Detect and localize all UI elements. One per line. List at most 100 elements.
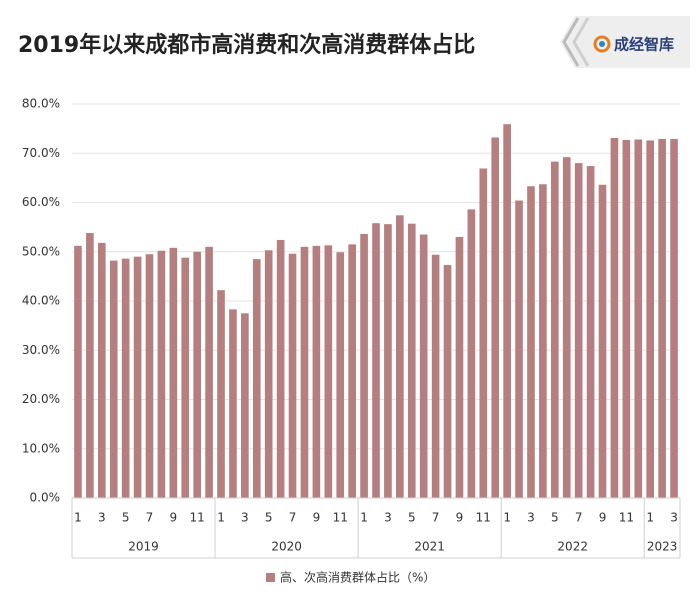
bar (586, 166, 595, 498)
bar (467, 209, 476, 498)
x-tick-label: 5 (265, 511, 273, 525)
bar (300, 246, 309, 498)
x-tick-label: 11 (190, 511, 205, 525)
x-tick-label: 9 (456, 511, 464, 525)
bar (455, 236, 464, 498)
x-tick-label: 9 (313, 511, 321, 525)
x-tick-label: 11 (476, 511, 491, 525)
y-tick-label: 30.0% (22, 343, 60, 357)
bar (348, 244, 356, 498)
bar (515, 200, 523, 498)
bar (121, 258, 130, 498)
bar (74, 245, 82, 498)
bar (288, 253, 297, 498)
x-group-label: 2023 (647, 540, 678, 554)
bar (551, 161, 559, 498)
bar (205, 246, 213, 498)
y-tick-label: 50.0% (22, 244, 60, 258)
bar (384, 224, 392, 499)
bar (539, 184, 547, 498)
chart-title: 2019年以来成都市高消费和次高消费群体占比 (18, 32, 475, 58)
bar (479, 168, 488, 498)
x-tick-label: 7 (289, 511, 297, 525)
bar (324, 245, 333, 498)
x-tick-label: 1 (646, 511, 654, 525)
bar (419, 234, 428, 498)
logo-chevron (572, 17, 590, 67)
x-tick-label: 7 (575, 511, 583, 525)
x-tick-label: 5 (551, 511, 559, 525)
bar (562, 157, 571, 498)
logo-chevron (562, 17, 580, 67)
x-group-label: 2019 (128, 540, 159, 554)
x-tick-label: 3 (98, 511, 106, 525)
bar (97, 242, 106, 498)
bar (312, 245, 321, 498)
bar (598, 184, 607, 498)
bar (276, 239, 285, 498)
bar (658, 138, 666, 498)
x-tick-label: 7 (146, 511, 154, 525)
x-tick-label: 3 (241, 511, 249, 525)
bar (157, 250, 166, 498)
bar (610, 137, 619, 499)
x-tick-label: 3 (384, 511, 392, 525)
y-tick-label: 40.0% (22, 294, 60, 308)
x-tick-label: 3 (670, 511, 678, 525)
x-tick-label: 5 (122, 511, 130, 525)
x-tick-label: 11 (619, 511, 634, 525)
legend-swatch (266, 573, 275, 582)
brand-name: 成经智库 (614, 36, 674, 54)
x-tick-label: 1 (360, 511, 368, 525)
y-tick-label: 10.0% (22, 441, 60, 455)
logo-icon (593, 35, 611, 53)
x-group-label: 2020 (271, 540, 302, 554)
y-tick-label: 80.0% (22, 97, 60, 111)
bar (407, 223, 416, 499)
bar (193, 251, 201, 498)
bar (133, 256, 142, 498)
x-tick-label: 7 (432, 511, 440, 525)
bar (181, 257, 190, 498)
bar (431, 254, 440, 498)
x-tick-label: 11 (333, 511, 348, 525)
y-tick-label: 20.0% (22, 392, 60, 406)
bar (169, 247, 178, 498)
y-tick-label: 0.0% (30, 491, 61, 505)
bar (491, 137, 500, 499)
x-tick-label: 9 (170, 511, 178, 525)
bar (360, 234, 368, 498)
x-group-label: 2022 (557, 540, 588, 554)
bar (646, 140, 655, 498)
legend-label: 高、次高消费群体占比（%） (280, 570, 435, 585)
bar (622, 139, 631, 498)
bar (443, 265, 452, 498)
bar (252, 259, 261, 498)
bar (217, 290, 225, 498)
logo-icon (599, 41, 605, 47)
bar (109, 260, 118, 498)
bar (264, 250, 273, 498)
x-tick-label: 5 (408, 511, 416, 525)
brand-logo: 成经智库 (560, 16, 690, 68)
bar (372, 223, 380, 498)
bar (229, 309, 237, 498)
bar (396, 215, 404, 498)
bar (336, 252, 345, 498)
bar (527, 186, 535, 498)
bar (241, 313, 249, 498)
x-tick-label: 9 (599, 511, 607, 525)
x-tick-label: 1 (503, 511, 511, 525)
bar (86, 233, 94, 498)
x-tick-label: 1 (74, 511, 82, 525)
bar (670, 138, 678, 498)
logo-bg (560, 16, 690, 68)
bar (145, 254, 154, 498)
x-group-label: 2021 (414, 540, 445, 554)
y-tick-label: 60.0% (22, 195, 60, 209)
bar (574, 163, 583, 498)
y-tick-label: 70.0% (22, 146, 60, 160)
x-tick-label: 1 (217, 511, 225, 525)
bar (634, 139, 643, 498)
